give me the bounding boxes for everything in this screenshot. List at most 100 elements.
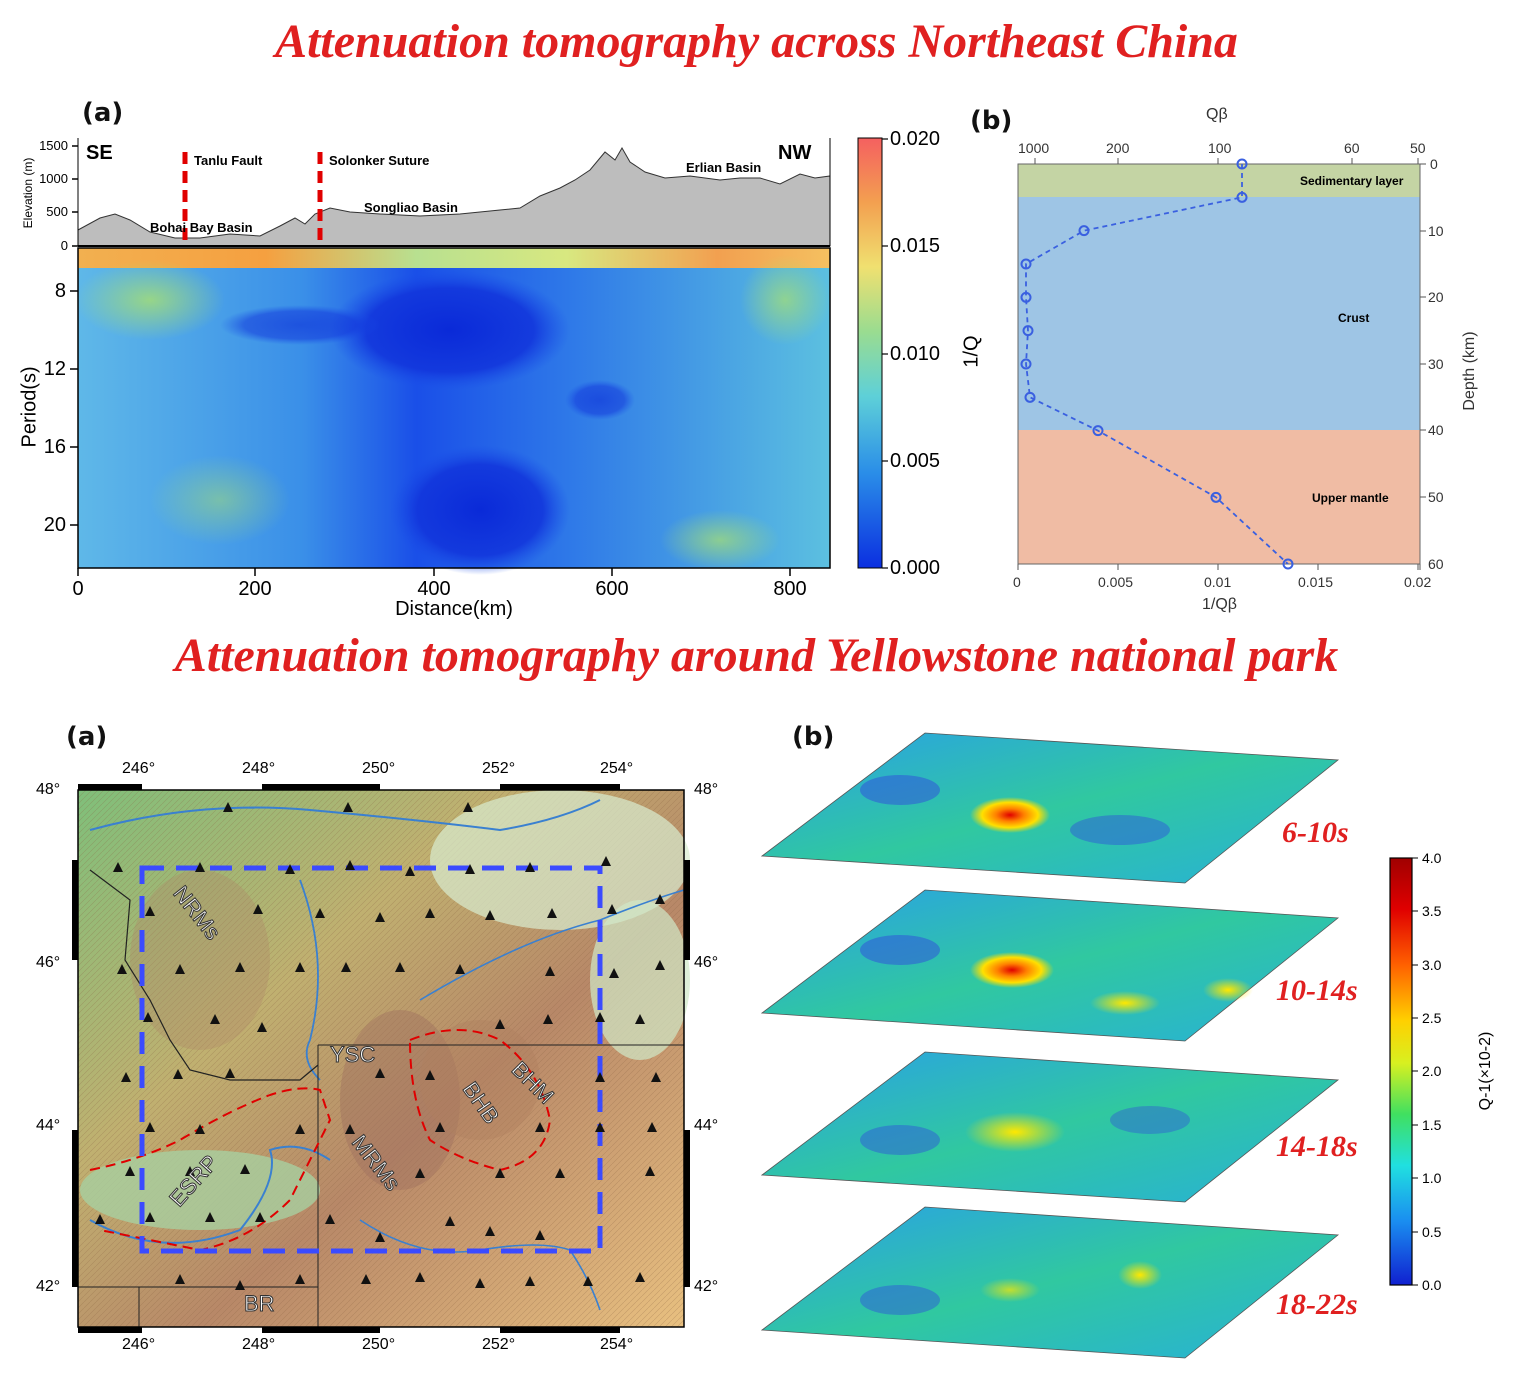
station-marker xyxy=(295,1124,305,1134)
map-lon-tick-248-bottom: 248° xyxy=(242,1336,276,1353)
slice-label-10-14s: 10-14s xyxy=(1276,974,1358,1007)
station-marker xyxy=(185,1166,195,1176)
station-marker xyxy=(235,962,245,972)
station-marker xyxy=(325,1214,335,1224)
station-marker xyxy=(543,1014,553,1024)
distance-axis-label: Distance(km) xyxy=(395,598,513,620)
q-depth-point xyxy=(1024,391,1036,403)
station-marker xyxy=(535,1230,545,1240)
slice-18-22s xyxy=(760,1206,1340,1359)
station-marker xyxy=(485,1226,495,1236)
station-marker xyxy=(173,1069,183,1079)
q-depth-point xyxy=(1282,558,1294,570)
top-axis-label-q: Qβ xyxy=(1206,106,1228,123)
region-br: BR xyxy=(244,1291,276,1317)
slice-colorbar-tick-10: 1.0 xyxy=(1422,1170,1442,1186)
top-tick-1000: 1000 xyxy=(1018,140,1050,156)
station-marker xyxy=(95,1214,105,1224)
station-marker xyxy=(547,908,557,918)
station-marker xyxy=(495,1019,505,1029)
yellowstone-map xyxy=(72,784,690,1333)
station-marker xyxy=(607,904,617,914)
station-marker xyxy=(463,802,473,812)
distance-tick-0: 0 xyxy=(72,578,84,600)
colorbar-tick-0020: 0.020 xyxy=(890,128,941,150)
top-tick-50: 50 xyxy=(1410,140,1426,156)
slice-6-10s xyxy=(760,732,1340,884)
slice-colorbar-tick-35: 3.5 xyxy=(1422,903,1442,919)
colorbar-tick-0010: 0.010 xyxy=(890,343,941,365)
map-lat-tick-48-right: 48° xyxy=(694,781,719,798)
station-marker xyxy=(225,1068,235,1078)
map-lat-tick-46-right: 46° xyxy=(694,954,719,971)
station-marker xyxy=(223,802,233,812)
map-lon-tick-252-bottom: 252° xyxy=(482,1336,516,1353)
slice-colorbar-tick-40: 4.0 xyxy=(1422,850,1442,866)
map-lon-tick-248-top: 248° xyxy=(242,760,276,777)
station-marker xyxy=(145,1122,155,1132)
colorbar-tick-0015: 0.015 xyxy=(890,235,941,257)
station-marker xyxy=(295,962,305,972)
layer-label-sedimentary: Sedimentary layer xyxy=(1300,174,1404,188)
map-lon-tick-246-bottom: 246° xyxy=(122,1336,156,1353)
station-marker xyxy=(415,1168,425,1178)
station-marker xyxy=(395,962,405,972)
elev-tick-500: 500 xyxy=(46,204,68,219)
feature-songliao-basin: Songliao Basin xyxy=(364,200,458,215)
station-marker xyxy=(117,964,127,974)
elevation-profile xyxy=(77,138,831,247)
elev-tick-1000: 1000 xyxy=(39,171,68,186)
station-marker xyxy=(375,1068,385,1078)
q-depth-point xyxy=(1210,491,1222,503)
station-marker xyxy=(375,1232,385,1242)
q-depth-point xyxy=(1020,291,1032,303)
station-marker xyxy=(583,1276,593,1286)
station-marker xyxy=(143,1012,153,1022)
station-marker xyxy=(555,1168,565,1178)
top-tick-100: 100 xyxy=(1208,140,1232,156)
depth-axis-label: Depth (km) xyxy=(1461,331,1478,411)
station-marker xyxy=(205,1212,215,1222)
station-marker xyxy=(121,1072,131,1082)
depth-tick-20: 20 xyxy=(1428,289,1444,305)
q-depth-point xyxy=(1022,325,1034,337)
slice-colorbar-tick-15: 1.5 xyxy=(1422,1117,1442,1133)
station-marker xyxy=(595,1012,605,1022)
station-marker xyxy=(257,1022,267,1032)
q-depth-point xyxy=(1020,258,1032,270)
feature-erlian-basin: Erlian Basin xyxy=(686,160,762,175)
slice-colorbar-tick-00: 0.0 xyxy=(1422,1277,1442,1293)
layer-label-upper-mantle: Upper mantle xyxy=(1312,491,1389,505)
elev-tick-1500: 1500 xyxy=(39,138,68,153)
depth-tick-60: 60 xyxy=(1428,556,1444,572)
station-marker xyxy=(475,1278,485,1288)
top-tick-60: 60 xyxy=(1344,140,1360,156)
station-marker xyxy=(525,1276,535,1286)
profile-left-end: SE xyxy=(86,142,113,164)
q-depth-point xyxy=(1078,225,1090,237)
station-marker xyxy=(361,1274,371,1284)
station-marker xyxy=(145,1212,155,1222)
qx-tick-0005: 0.005 xyxy=(1098,574,1134,590)
q-depth-point xyxy=(1236,158,1248,170)
depth-tick-0: 0 xyxy=(1430,156,1438,172)
colorbar-tick-0000: 0.000 xyxy=(890,557,941,579)
station-marker xyxy=(195,1124,205,1134)
station-marker xyxy=(235,1280,245,1290)
map-lon-tick-254-bottom: 254° xyxy=(600,1336,634,1353)
depth-tick-40: 40 xyxy=(1428,422,1444,438)
layer-upper-mantle xyxy=(1018,430,1420,564)
distance-tick-600: 600 xyxy=(595,578,629,600)
map-lon-tick-250-top: 250° xyxy=(362,760,396,777)
station-marker xyxy=(253,904,263,914)
top-title: Attenuation tomography across Northeast … xyxy=(275,15,1238,68)
station-marker xyxy=(375,912,385,922)
station-marker xyxy=(255,1212,265,1222)
period-tick-20: 20 xyxy=(43,514,66,536)
q-depth-point xyxy=(1092,425,1104,437)
slice-colorbar-tick-20: 2.0 xyxy=(1422,1063,1442,1079)
station-marker xyxy=(535,1122,545,1132)
bottom-title: Attenuation tomography around Yellowston… xyxy=(174,629,1339,682)
qx-tick-0: 0 xyxy=(1013,574,1021,590)
slice-10-14s xyxy=(760,889,1340,1042)
